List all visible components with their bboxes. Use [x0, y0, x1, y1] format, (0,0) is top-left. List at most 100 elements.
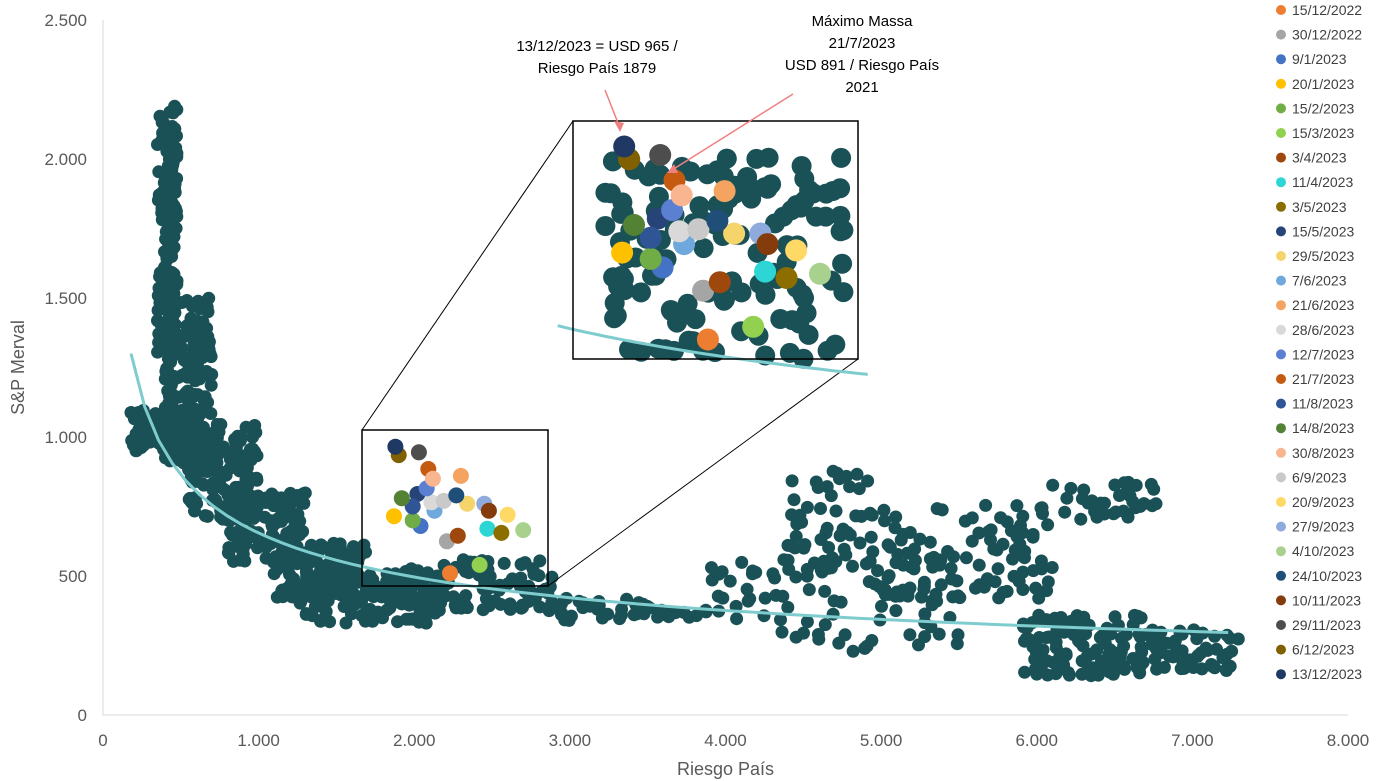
- history-point: [316, 569, 329, 583]
- zoom-highlight-point: [713, 180, 736, 203]
- history-point: [1010, 499, 1024, 513]
- legend-marker: [1276, 570, 1286, 581]
- zoom-history-point: [831, 147, 852, 168]
- history-point: [1026, 530, 1040, 544]
- history-point: [908, 554, 922, 567]
- history-point: [448, 598, 462, 612]
- history-point: [402, 597, 416, 611]
- history-point: [296, 487, 310, 501]
- history-point: [826, 607, 840, 621]
- history-point: [296, 525, 310, 538]
- history-point: [1223, 659, 1237, 673]
- history-point: [159, 320, 173, 334]
- history-point: [284, 524, 298, 538]
- highlight-points: [386, 438, 532, 582]
- highlight-point: [459, 495, 476, 512]
- legend-marker: [1276, 423, 1286, 434]
- history-point: [1075, 667, 1089, 681]
- history-point: [275, 506, 289, 520]
- legend-marker: [1276, 349, 1286, 360]
- history-point: [246, 510, 260, 524]
- history-point: [1016, 565, 1030, 579]
- history-point: [1075, 492, 1089, 506]
- x-tick-label: 0: [98, 731, 107, 750]
- history-point: [181, 393, 195, 407]
- history-point: [972, 558, 986, 572]
- history-point: [555, 608, 568, 622]
- history-point: [479, 592, 493, 606]
- history-point: [302, 552, 316, 566]
- history-point: [1133, 499, 1147, 513]
- history-point: [843, 528, 857, 542]
- history-point: [1131, 609, 1145, 623]
- history-point: [281, 547, 295, 561]
- history-point: [614, 608, 628, 622]
- legend-label: 10/11/2023: [1292, 592, 1361, 608]
- history-point: [818, 618, 832, 632]
- history-point: [1076, 639, 1090, 653]
- history-point: [161, 352, 175, 366]
- x-tick-label: 5.000: [860, 731, 903, 750]
- zoom-source-box: [361, 429, 549, 587]
- history-point: [814, 502, 827, 515]
- zoom-highlight-point: [706, 209, 729, 232]
- history-point: [981, 525, 995, 539]
- zoom-highlight-point: [649, 144, 672, 166]
- zoom-highlight-point: [623, 214, 645, 236]
- history-point: [923, 535, 937, 549]
- annotation-text: USD 891 / Riesgo País: [785, 57, 939, 74]
- history-point: [320, 594, 334, 608]
- history-point: [494, 597, 508, 611]
- history-point: [1060, 491, 1074, 505]
- history-point: [965, 511, 979, 525]
- history-point: [170, 430, 184, 444]
- arrow-head: [667, 164, 678, 173]
- history-point: [930, 594, 944, 608]
- highlight-point: [423, 494, 440, 511]
- zoom-highlight-point: [668, 220, 691, 243]
- history-point: [202, 335, 216, 349]
- history-point: [1046, 478, 1060, 492]
- legend-marker: [1276, 669, 1286, 680]
- highlight-point: [499, 506, 516, 523]
- history-point: [1074, 512, 1088, 526]
- history-point: [236, 543, 250, 557]
- x-tick-label: 7.000: [1171, 731, 1214, 750]
- zoom-inset-content: [557, 121, 868, 376]
- history-point: [875, 599, 888, 613]
- history-point: [1045, 561, 1059, 574]
- history-point: [160, 362, 174, 375]
- legend-marker: [1276, 324, 1286, 335]
- history-point: [811, 481, 825, 494]
- history-point: [882, 569, 896, 583]
- history-point: [308, 600, 322, 614]
- zoom-history-point: [612, 192, 633, 213]
- history-point: [456, 553, 470, 567]
- history-point: [1034, 554, 1048, 568]
- history-point: [1000, 584, 1014, 598]
- zoom-history-point: [815, 206, 836, 227]
- history-point: [515, 598, 529, 612]
- history-point: [164, 305, 178, 319]
- history-point: [1029, 581, 1043, 595]
- history-point: [248, 419, 262, 432]
- history-point: [1018, 665, 1032, 679]
- legend-label: 27/9/2023: [1292, 519, 1354, 535]
- history-point: [846, 644, 860, 658]
- legend-marker: [1276, 644, 1286, 655]
- zoom-history-point: [611, 265, 632, 286]
- history-point: [201, 509, 214, 523]
- annotations: 13/12/2023 = USD 965 / Riesgo País 1879 Má…: [516, 13, 939, 173]
- history-point: [177, 330, 191, 344]
- zoom-history-point: [796, 303, 817, 324]
- history-point: [153, 270, 167, 284]
- history-point: [1041, 668, 1055, 682]
- history-point: [758, 591, 772, 605]
- highlight-point: [471, 556, 488, 573]
- history-point: [1149, 497, 1163, 511]
- legend-marker: [1276, 300, 1286, 311]
- history-point: [191, 411, 205, 424]
- history-point: [342, 594, 356, 608]
- legend-label: 13/12/2023: [1292, 666, 1362, 682]
- history-point: [153, 109, 167, 123]
